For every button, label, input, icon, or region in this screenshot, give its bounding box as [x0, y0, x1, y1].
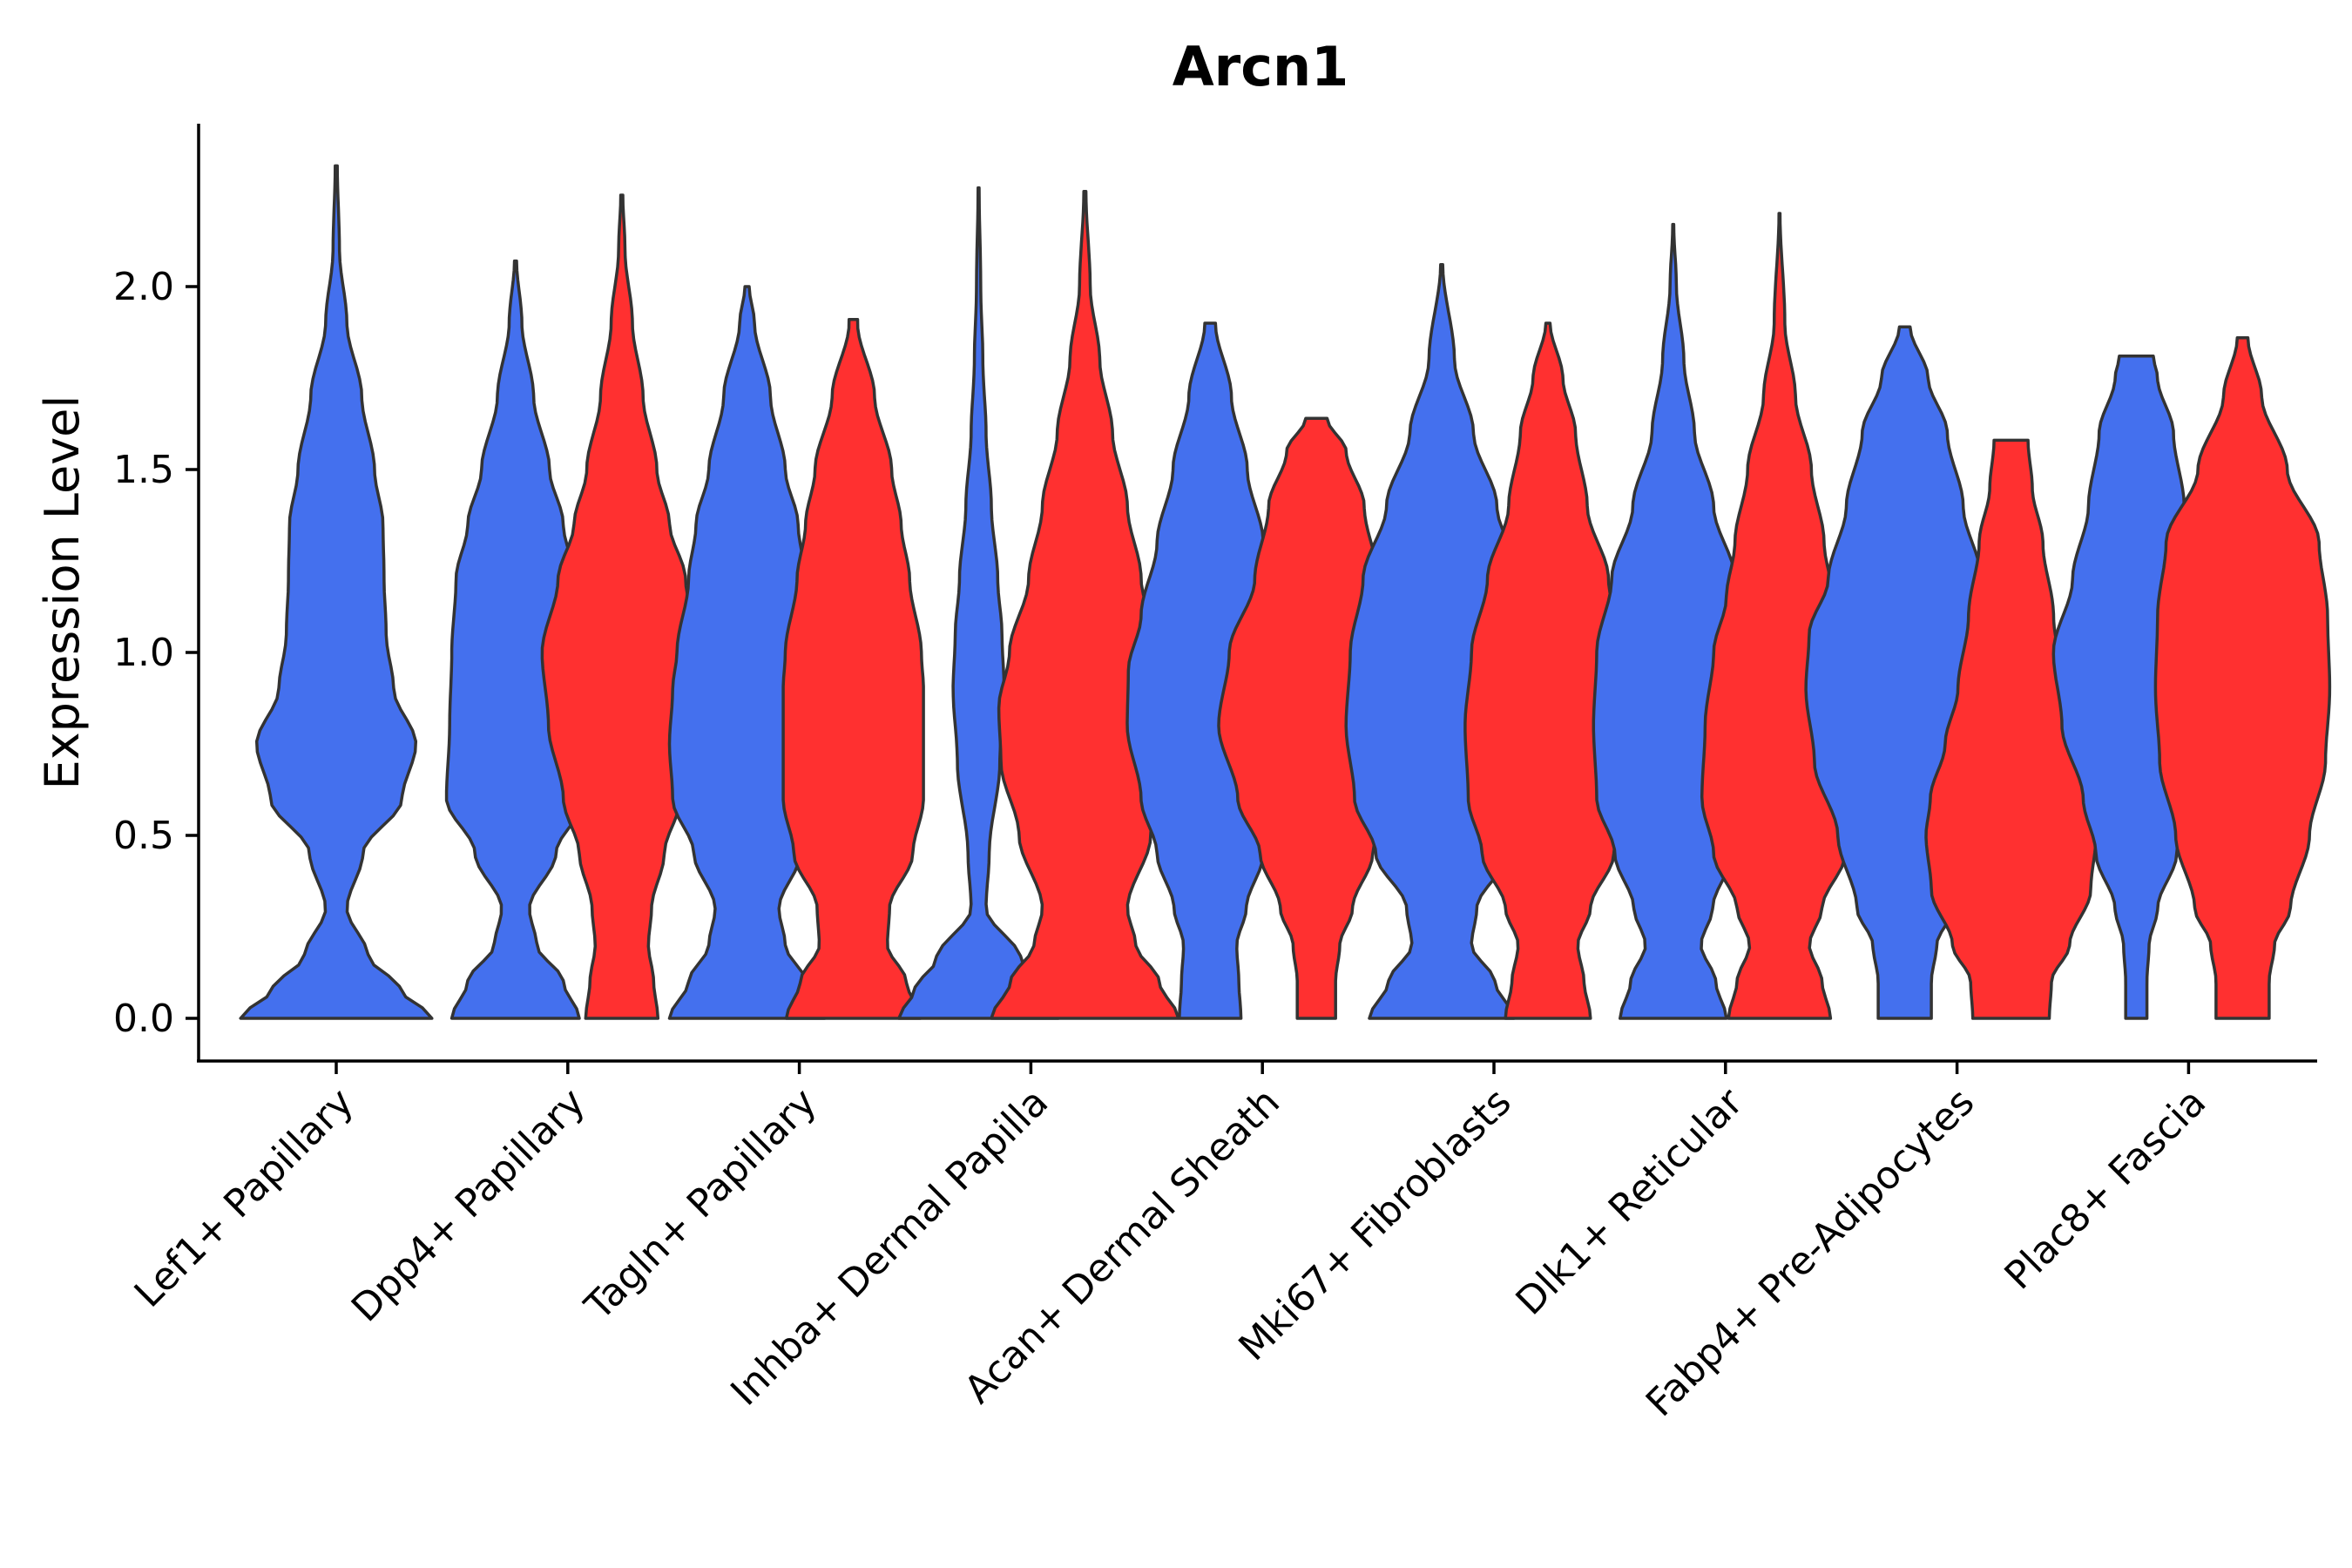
violin-red — [781, 318, 925, 1020]
violins-group — [239, 164, 2332, 1020]
x-tick-label: Tagln+ Papillary — [576, 1080, 825, 1329]
violin-blue — [239, 164, 434, 1020]
violin-red — [540, 193, 703, 1020]
y-tick-label: 1.0 — [113, 631, 174, 675]
chart-title: Arcn1 — [1173, 35, 1349, 98]
y-tick-label: 0.5 — [113, 814, 174, 858]
x-tick-label: Dlk1+ Reticular — [1508, 1079, 1753, 1324]
x-tick-label: Plac8+ Fascia — [1997, 1080, 2215, 1299]
axes-group — [197, 124, 2317, 1063]
y-tick-label: 0.0 — [113, 997, 174, 1041]
violin-red — [2153, 336, 2332, 1020]
y-tick-label: 2.0 — [113, 265, 174, 309]
x-tick-label: Lef1+ Papillary — [126, 1080, 362, 1316]
y-ticks-group: 0.0 0.5 1.0 1.5 2.0 — [113, 265, 199, 1041]
y-axis-label: Expression Level — [35, 395, 90, 790]
x-tick-label: Dpp4+ Papillary — [343, 1080, 594, 1331]
y-tick-label: 1.5 — [113, 448, 174, 492]
